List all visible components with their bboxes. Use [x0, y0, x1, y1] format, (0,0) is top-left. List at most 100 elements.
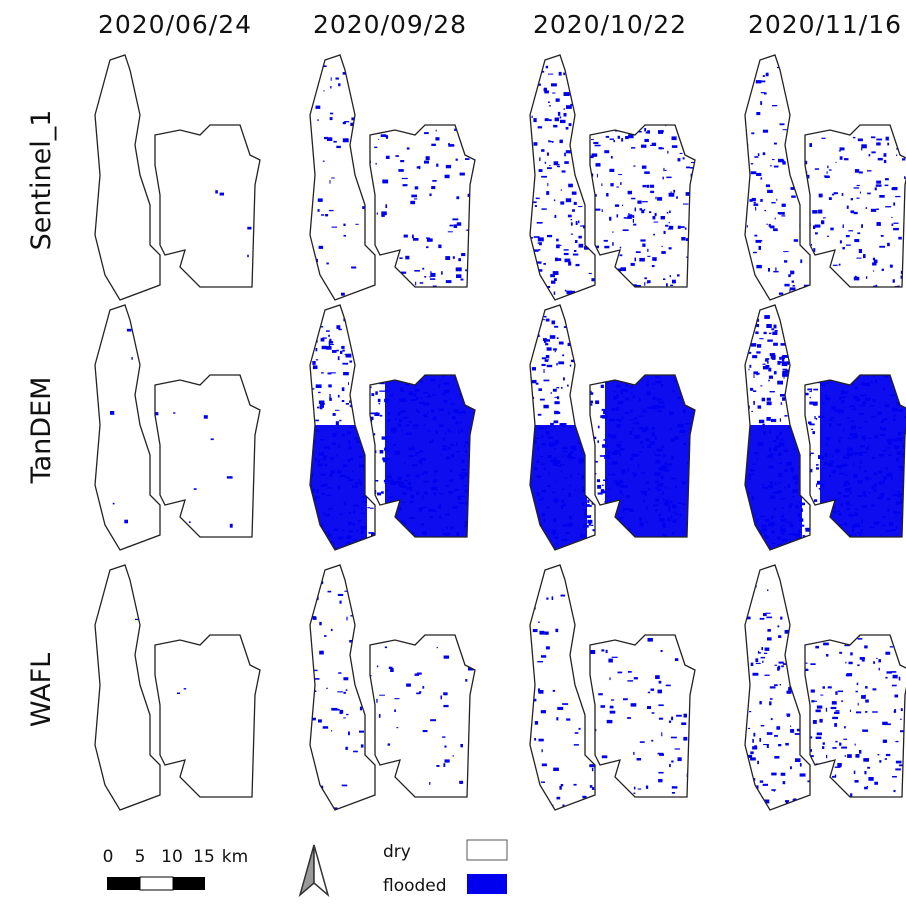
flood-patch — [834, 544, 838, 547]
flood-patch — [646, 87, 652, 89]
flood-patch — [677, 274, 680, 276]
flood-patch — [320, 439, 324, 441]
flood-patch — [386, 458, 391, 460]
flood-patch — [373, 480, 378, 482]
flood-patch — [828, 686, 832, 688]
flood-patch — [783, 369, 787, 371]
flood-patch — [897, 363, 899, 365]
flood-patch — [854, 187, 860, 188]
flood-patch — [631, 198, 635, 200]
flood-patch — [672, 505, 676, 509]
flood-patch — [825, 397, 830, 400]
flood-patch — [778, 490, 782, 493]
flood-patch — [653, 77, 654, 79]
flood-patch — [902, 619, 905, 621]
flood-patch — [603, 102, 609, 105]
flood-patch — [790, 576, 793, 578]
flood-patch — [895, 298, 896, 301]
flood-patch — [694, 339, 697, 341]
flood-patch — [404, 103, 406, 104]
flood-patch — [369, 84, 372, 88]
flood-patch — [211, 438, 214, 440]
flood-patch — [611, 435, 612, 439]
flood-patch — [655, 197, 656, 200]
flood-patch — [455, 92, 458, 96]
flood-patch — [474, 113, 478, 115]
flood-patch — [562, 489, 565, 490]
flood-patch — [748, 474, 751, 477]
flood-patch — [334, 528, 337, 531]
flood-patch — [600, 455, 606, 457]
flood-patch — [884, 539, 888, 543]
flood-patch — [860, 395, 866, 397]
flood-patch — [897, 114, 899, 117]
flood-patch — [827, 610, 830, 611]
flood-patch — [898, 434, 901, 436]
flood-patch — [586, 515, 592, 518]
flood-patch — [649, 211, 651, 213]
flood-patch — [584, 107, 587, 111]
flood-patch — [536, 383, 539, 385]
flood-patch — [461, 430, 463, 432]
flood-patch — [662, 524, 666, 528]
flood-patch — [888, 454, 892, 456]
flood-patch — [465, 679, 467, 682]
flood-patch — [683, 204, 688, 205]
flood-patch — [534, 738, 536, 741]
flood-patch — [859, 750, 861, 754]
flood-patch — [348, 522, 352, 525]
flood-patch — [671, 737, 677, 739]
flood-patch — [778, 744, 781, 746]
flood-patch — [441, 454, 442, 455]
flood-patch — [579, 363, 581, 365]
map-panel — [745, 55, 906, 302]
flood-patch — [348, 382, 349, 385]
flood-patch — [798, 623, 802, 625]
flood-patch — [803, 393, 809, 396]
flood-patch — [780, 617, 782, 620]
scale-label: 10 — [161, 847, 183, 867]
flood-patch — [613, 480, 618, 481]
flood-patch — [850, 448, 853, 452]
flood-patch — [433, 373, 439, 375]
flood-patch — [318, 808, 321, 810]
flood-patch — [883, 319, 886, 321]
flood-patch — [680, 513, 681, 516]
flood-patch — [425, 424, 426, 426]
flood-patch — [667, 321, 670, 323]
flood-patch — [900, 381, 905, 384]
flood-patch — [604, 240, 608, 242]
flood-patch — [901, 276, 906, 279]
flood-patch — [769, 466, 774, 469]
flood-patch — [878, 608, 882, 611]
flood-patch — [568, 184, 573, 188]
flood-patch — [619, 365, 622, 367]
legend-swatch — [467, 840, 507, 860]
flood-patch — [881, 580, 885, 583]
flood-patch — [669, 211, 671, 214]
flood-patch — [856, 349, 859, 351]
flood-patch — [774, 371, 777, 374]
flood-patch — [857, 664, 859, 666]
flood-patch — [577, 473, 580, 474]
flood-patch — [616, 407, 619, 410]
flood-patch — [830, 587, 834, 589]
flood-patch — [602, 485, 604, 486]
flood-patch — [642, 201, 648, 202]
flood-patch — [602, 316, 607, 317]
flood-patch — [833, 420, 835, 421]
flood-patch — [412, 464, 418, 466]
flood-patch — [356, 417, 358, 419]
flood-patch — [469, 342, 473, 345]
flood-patch — [436, 765, 439, 767]
flood-patch — [894, 335, 900, 339]
flood-patch — [358, 520, 361, 522]
flood-patch — [802, 580, 804, 582]
flood-patch — [643, 472, 645, 475]
flood-patch — [796, 400, 802, 404]
flood-patch — [651, 689, 655, 691]
flood-patch — [394, 709, 396, 712]
flood-patch — [548, 141, 553, 142]
flood-patch — [613, 392, 617, 393]
flood-patch — [885, 340, 887, 343]
